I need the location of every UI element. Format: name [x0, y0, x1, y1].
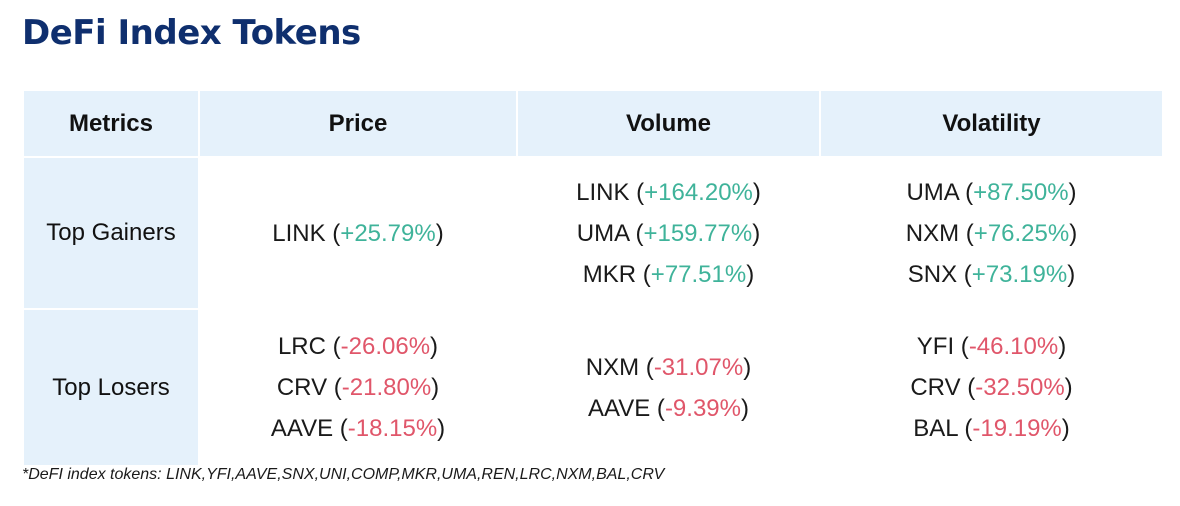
token-entry: AAVE (-18.15%)	[270, 415, 446, 442]
token-symbol: CRV	[910, 374, 961, 401]
token-entry: LRC (-26.06%)	[277, 333, 439, 360]
token-symbol: NXM	[585, 353, 640, 381]
token-entry: NXM (+76.25%)	[905, 219, 1078, 247]
token-symbol: BAL	[913, 415, 958, 442]
percent-change: +76.25%	[973, 219, 1070, 247]
table-row-top-gainers: Top Gainers LINK (+25.79%) LINK (+164.20…	[22, 156, 1164, 310]
token-symbol: LRC	[277, 333, 326, 360]
token-symbol: AAVE	[588, 394, 651, 422]
losers-volume-cell: NXM (-31.07%) AAVE (-9.39%)	[516, 308, 821, 467]
token-symbol: YFI	[916, 333, 955, 360]
token-entry: SNX (+73.19%)	[907, 260, 1076, 288]
row-label-top-losers: Top Losers	[22, 308, 200, 467]
header-volatility: Volatility	[819, 89, 1164, 158]
header-volume: Volume	[516, 89, 821, 158]
table-header-row: Metrics Price Volume Volatility	[22, 89, 1164, 158]
token-entry: CRV (-32.50%)	[910, 374, 1073, 401]
token-entry: YFI (-46.10%)	[916, 333, 1067, 360]
losers-price-cell: LRC (-26.06%) CRV (-21.80%) AAVE (-18.15%)	[198, 308, 518, 467]
token-symbol: UMA	[906, 178, 959, 206]
token-symbol: LINK	[272, 219, 326, 247]
page-title: DeFi Index Tokens	[22, 13, 361, 53]
token-entry: LINK (+164.20%)	[576, 178, 761, 206]
token-entry: NXM (-31.07%)	[585, 353, 752, 381]
token-entry: UMA (+87.50%)	[906, 178, 1077, 206]
token-entry: BAL (-19.19%)	[913, 415, 1070, 442]
percent-change: -9.39%	[664, 394, 741, 422]
token-symbol: SNX	[907, 260, 958, 288]
losers-volatility-cell: YFI (-46.10%) CRV (-32.50%) BAL (-19.19%)	[819, 308, 1164, 467]
token-symbol: CRV	[276, 374, 328, 401]
percent-change: +87.50%	[973, 178, 1069, 206]
percent-change: -31.07%	[653, 353, 744, 381]
percent-change: -46.10%	[968, 333, 1059, 360]
percent-change: -21.80%	[341, 374, 432, 401]
header-price: Price	[198, 89, 518, 158]
percent-change: -26.06%	[340, 333, 431, 360]
token-entry: LINK (+25.79%)	[272, 219, 444, 247]
percent-change: -32.50%	[975, 374, 1065, 401]
token-entry: MKR (+77.51%)	[582, 260, 755, 288]
token-symbol: MKR	[582, 260, 637, 288]
token-symbol: AAVE	[270, 415, 334, 442]
percent-change: +159.77%	[643, 219, 753, 247]
gainers-volume-cell: LINK (+164.20%) UMA (+159.77%) MKR (+77.51…	[516, 156, 821, 310]
header-metrics: Metrics	[22, 89, 200, 158]
token-entry: CRV (-21.80%)	[276, 374, 440, 401]
percent-change: -18.15%	[347, 415, 438, 442]
percent-change: +164.20%	[644, 178, 753, 206]
token-entry: UMA (+159.77%)	[576, 219, 761, 247]
token-symbol: LINK	[576, 178, 630, 206]
metrics-table: Metrics Price Volume Volatility Top Gain…	[22, 89, 1164, 467]
percent-change: +25.79%	[340, 219, 436, 247]
percent-change: +73.19%	[971, 260, 1068, 288]
gainers-price-cell: LINK (+25.79%)	[198, 156, 518, 310]
token-symbol: UMA	[576, 219, 629, 247]
percent-change: +77.51%	[650, 260, 747, 288]
percent-change: -19.19%	[972, 415, 1062, 442]
defi-index-table: Metrics Price Volume Volatility Top Gain…	[22, 89, 1164, 467]
token-symbol: NXM	[905, 219, 960, 247]
footnote: *DeFI index tokens: LINK,YFI,AAVE,SNX,UN…	[22, 466, 665, 483]
table-row-top-losers: Top Losers LRC (-26.06%) CRV (-21.80%) AAV…	[22, 308, 1164, 467]
token-entry: AAVE (-9.39%)	[588, 394, 749, 422]
row-label-top-gainers: Top Gainers	[22, 156, 200, 310]
gainers-volatility-cell: UMA (+87.50%) NXM (+76.25%) SNX (+73.19%)	[819, 156, 1164, 310]
